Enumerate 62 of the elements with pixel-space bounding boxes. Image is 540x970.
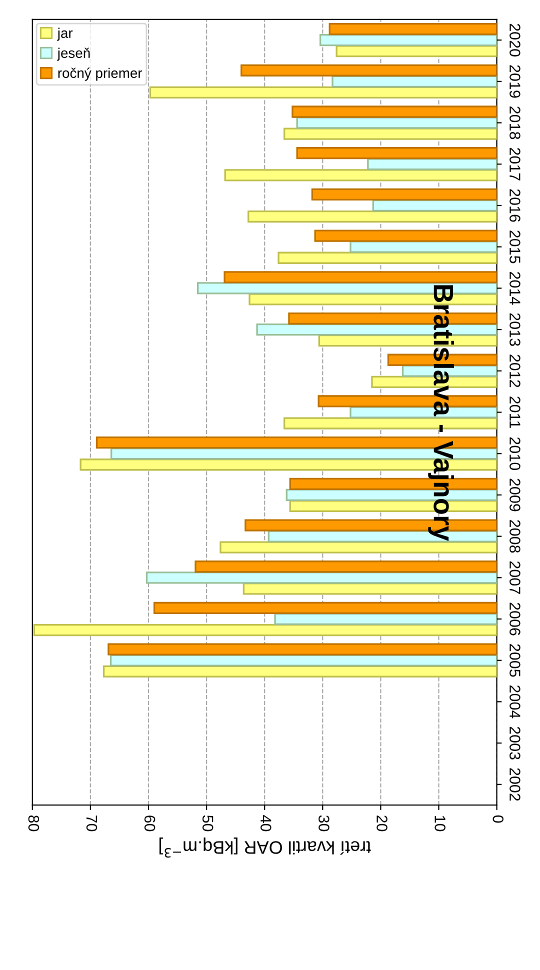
y-tick-label: 2015 (510, 230, 520, 264)
bar (296, 147, 497, 160)
y-tick-label: 2004 (510, 685, 520, 718)
legend-label: jeseň (57, 48, 90, 61)
bar (242, 582, 497, 595)
x-axis-title: tretí kvartil OAR [kBq.m$^{−3}$] (159, 838, 371, 858)
y-tick-label: 2005 (510, 644, 520, 677)
x-tick-label: 80 (28, 815, 40, 832)
bar (146, 572, 497, 584)
y-tick-label: 2016 (510, 189, 520, 222)
legend-label: jar (57, 28, 73, 41)
bar (311, 188, 497, 201)
y-tick-label: 2009 (510, 478, 520, 512)
bar (372, 199, 497, 212)
x-tick-label: 0 (492, 815, 504, 823)
x-tick-label: 70 (86, 816, 98, 832)
bar (153, 602, 497, 614)
y-tick-label: 2007 (510, 561, 520, 594)
y-tick-label: 2014 (510, 272, 520, 305)
bar (319, 34, 497, 46)
y-tick-label: 2012 (510, 354, 520, 388)
legend-label: ročný priemer (58, 68, 142, 81)
x-tick-label: 50 (202, 815, 214, 832)
bar (274, 612, 497, 626)
bar (194, 560, 497, 573)
bar (296, 116, 497, 129)
y-tick-label: 2017 (510, 148, 520, 180)
y-tick-label: 2011 (510, 396, 520, 428)
bar (292, 106, 497, 118)
bar (149, 86, 497, 99)
bar (350, 240, 497, 253)
y-tick-label: 2018 (510, 106, 520, 140)
y-tick-label: 2008 (510, 520, 520, 553)
bar (33, 624, 497, 636)
text: Bratislava - Vajnory (428, 285, 454, 542)
y-tick-label: 2010 (510, 437, 520, 470)
bar (336, 45, 497, 58)
bar (102, 665, 497, 678)
bar (108, 643, 497, 656)
x-tick-label: 60 (144, 816, 156, 832)
y-tick-label: 2020 (510, 24, 520, 56)
x-tick-label: 20 (376, 816, 388, 832)
x-tick-label: 30 (318, 815, 330, 832)
bar (367, 158, 497, 170)
bar (110, 654, 497, 666)
y-tick-label: 2006 (510, 602, 520, 636)
bar (328, 22, 497, 36)
y-tick-label: 2003 (510, 726, 520, 760)
y-tick-label: 2019 (510, 65, 520, 98)
bar (284, 128, 497, 140)
y-tick-label: 2013 (510, 313, 520, 346)
bar (224, 271, 497, 284)
bar (248, 210, 497, 223)
bar (220, 541, 497, 554)
bar (314, 230, 497, 242)
bar (278, 252, 497, 264)
bar (332, 75, 497, 88)
x-tick-label: 40 (260, 815, 272, 832)
bar (224, 169, 497, 182)
bar (240, 64, 497, 76)
x-tick-label: 10 (434, 816, 446, 832)
y-tick-label: 2002 (510, 768, 520, 801)
